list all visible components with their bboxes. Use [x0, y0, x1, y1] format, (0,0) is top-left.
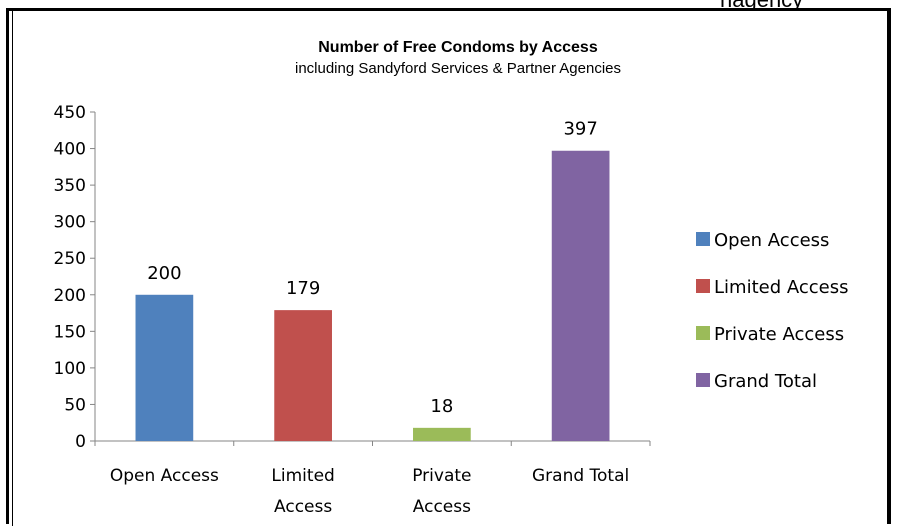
y-tick-label: 0: [75, 432, 86, 452]
y-tick-label: 150: [54, 322, 86, 342]
bar: [135, 294, 194, 441]
data-label: 397: [563, 119, 597, 140]
data-label: 200: [147, 263, 181, 284]
x-category-label-line: Access: [413, 497, 471, 517]
x-category-label-line: Limited: [271, 466, 334, 486]
legend-swatch: [696, 232, 710, 246]
cut-off-header-text: nagency: [720, 0, 803, 10]
legend-label: Limited Access: [714, 277, 848, 298]
data-label: 179: [286, 278, 320, 299]
legend-label: Private Access: [714, 324, 844, 345]
bar: [274, 310, 332, 441]
x-category-label-line: Private: [412, 466, 471, 486]
chart-axes: 0 50 100 150 200 250 300 350 400 450 Open Access Li…: [54, 103, 651, 517]
x-category-label-line: Access: [274, 497, 332, 517]
frame-inner-line: [12, 8, 13, 526]
legend-label: Open Access: [714, 230, 829, 251]
y-tick-label: 50: [64, 395, 86, 415]
y-tick-label: 100: [54, 359, 86, 379]
cut-off-header: nagency: [0, 0, 899, 10]
legend-swatch: [696, 373, 710, 387]
legend-swatch: [696, 326, 710, 340]
data-label: 18: [430, 396, 453, 417]
y-tick-label: 300: [54, 213, 86, 233]
x-category-label: Grand Total: [532, 466, 629, 486]
chart-frame: [6, 8, 891, 524]
chart-bars: 200 179 18 397: [135, 119, 610, 441]
y-tick-label: 450: [54, 103, 86, 123]
y-tick-label: 250: [54, 249, 86, 269]
y-tick-label: 400: [54, 140, 86, 160]
legend-label: Grand Total: [714, 371, 817, 392]
y-tick-label: 350: [54, 176, 86, 196]
x-category-label: Private Access: [412, 466, 471, 517]
chart-title: Number of Free Condoms by Access: [318, 39, 598, 56]
legend-swatch: [696, 279, 710, 293]
x-category-label: Limited Access: [271, 466, 334, 517]
chart-subtitle: including Sandyford Services & Partner A…: [295, 60, 621, 77]
x-category-label-line: Open Access: [110, 466, 219, 486]
x-category-label-line: Grand Total: [532, 466, 629, 486]
bar: [551, 150, 610, 441]
bar: [413, 427, 471, 441]
chart-legend: Open Access Limited Access Private Access G…: [696, 230, 848, 392]
y-tick-label: 200: [54, 286, 86, 306]
x-category-label: Open Access: [110, 466, 219, 486]
